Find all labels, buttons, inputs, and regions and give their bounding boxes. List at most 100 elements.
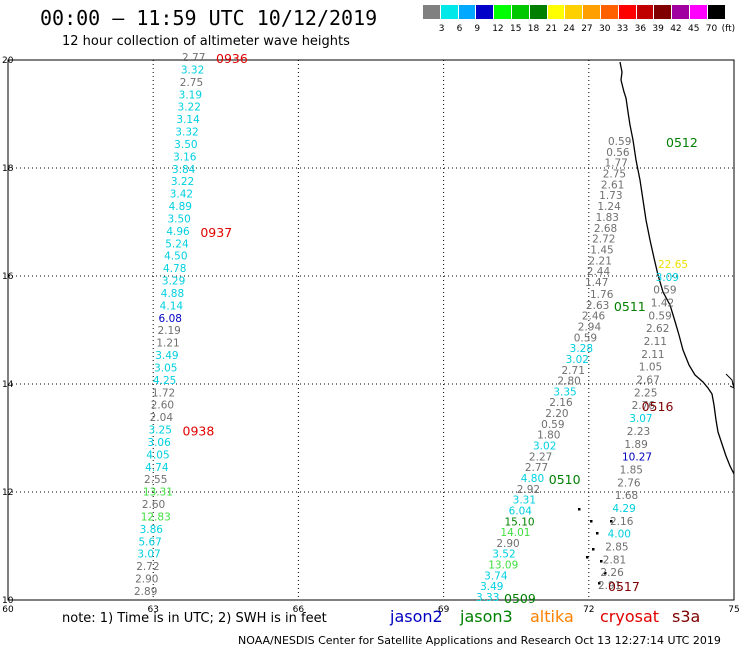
- y-tick-label: 18: [2, 164, 14, 174]
- wave-height-label: 3.49: [155, 350, 178, 362]
- india-west-coast: [619, 61, 735, 475]
- footer-note: note: 1) Time is in UTC; 2) SWH is in fe…: [62, 611, 327, 626]
- wave-height-label: 5.67: [138, 536, 161, 548]
- wave-height-label: 4.05: [146, 449, 169, 461]
- wave-height-label: 1.42: [651, 298, 674, 310]
- legend-swatch: [707, 5, 725, 19]
- wave-height-label: 3.02: [566, 354, 589, 366]
- legend-label: 45: [688, 24, 700, 34]
- wave-height-label: 3.42: [170, 189, 193, 201]
- coastline: [619, 61, 735, 475]
- island: [600, 560, 603, 563]
- wave-height-label: 3.28: [570, 343, 593, 355]
- pass-time-label: 0517: [608, 579, 640, 594]
- wave-height-label: 4.89: [169, 201, 192, 213]
- wave-height-label: 2.16: [610, 516, 634, 528]
- wave-height-label: 1.73: [599, 190, 622, 202]
- wave-height-label: 5.24: [165, 238, 189, 250]
- pass-time-label: 0510: [549, 472, 581, 487]
- wave-height-label: 2.91: [598, 580, 621, 592]
- wave-height-label: 2.04: [150, 412, 174, 424]
- wave-height-label: 3.02: [533, 441, 556, 453]
- coast-detail: [725, 373, 735, 389]
- legend-swatch: [494, 5, 511, 19]
- track-b: 1.762.632.462.940.593.283.022.712.803.35…: [476, 289, 646, 606]
- x-tick-label: 66: [293, 605, 305, 615]
- pass-time-label: 0509: [504, 591, 536, 606]
- wave-height-label: 2.26: [600, 567, 624, 579]
- wave-height-label: 1.68: [615, 490, 638, 502]
- wave-height-label: 2.60: [151, 400, 174, 412]
- wave-height-label: 3.33: [476, 592, 499, 604]
- wave-height-label: 6.08: [159, 313, 182, 325]
- legend-label: 42: [670, 24, 682, 34]
- wave-height-label: 3.29: [162, 276, 185, 288]
- wave-height-label: 0.59: [574, 332, 597, 344]
- track-c: 0.590.561.772.752.611.731.241.832.682.72…: [585, 135, 698, 289]
- island: [610, 520, 613, 523]
- wave-height-label: 14.01: [500, 527, 530, 539]
- wave-height-label: 2.62: [646, 323, 669, 335]
- wave-height-label: 2.16: [549, 397, 573, 409]
- island: [598, 582, 601, 585]
- footer-credit: NOAA/NESDIS Center for Satellite Applica…: [238, 634, 721, 647]
- wave-height-label: 2.89: [134, 586, 157, 598]
- wave-height-label: 0.59: [608, 136, 631, 148]
- y-tick-label: 10: [2, 596, 14, 606]
- wave-height-label: 4.14: [160, 300, 184, 312]
- map-subtitle: 12 hour collection of altimeter wave hei…: [62, 34, 350, 49]
- island: [586, 556, 589, 559]
- wave-height-label: 4.50: [164, 251, 187, 263]
- wave-height-label: 2.75: [603, 169, 626, 181]
- legend-label: 30: [599, 24, 611, 34]
- island: [596, 532, 599, 535]
- wave-height-label: 2.71: [562, 365, 585, 377]
- wave-height-label: 1.24: [597, 201, 621, 213]
- wave-height-label: 12.83: [141, 511, 171, 523]
- wave-height-label: 3.05: [154, 362, 177, 374]
- wave-height-label: 2.85: [605, 541, 628, 553]
- wave-height-label: 0.59: [653, 285, 676, 297]
- wave-height-label: 2.80: [557, 376, 580, 388]
- wave-height-label: 2.72: [592, 234, 615, 246]
- wave-height-label: 2.92: [517, 484, 540, 496]
- pass-time-label: 0516: [642, 399, 674, 414]
- wave-height-label: 1.83: [596, 212, 619, 224]
- wave-height-label: 2.46: [582, 311, 606, 323]
- wave-height-label: 2.21: [589, 255, 612, 267]
- legend-swatch: [423, 5, 440, 19]
- legend-label: 9: [474, 24, 481, 34]
- legend-label: 70: [705, 24, 718, 34]
- wave-height-label: 3.07: [137, 549, 160, 561]
- wave-height-label: 3.52: [492, 549, 515, 561]
- y-tick-label: 16: [2, 272, 14, 282]
- legend-swatch: [440, 5, 458, 19]
- wave-height-label: 3.35: [553, 386, 576, 398]
- wave-height-label: 22.65: [658, 259, 688, 271]
- wave-height-label: 2.76: [632, 400, 656, 412]
- wave-height-label: 2.75: [180, 77, 203, 89]
- wave-height-label: 2.55: [144, 474, 167, 486]
- legend-swatch: [547, 5, 565, 19]
- legend-label: 6: [456, 24, 463, 34]
- legend-label: 3: [438, 24, 445, 34]
- wave-height-label: 15.10: [505, 516, 535, 528]
- island: [590, 520, 593, 523]
- wave-height-label: 3.25: [149, 425, 172, 437]
- wave-height-label: 1.05: [639, 362, 662, 374]
- wave-height-label: 4.00: [608, 529, 631, 541]
- wave-height-label: 1.72: [152, 387, 175, 399]
- wave-height-label: 2.11: [644, 336, 667, 348]
- wave-height-label: 2.61: [601, 179, 624, 191]
- island: [592, 548, 595, 551]
- legend-label: 18: [527, 24, 540, 34]
- wave-height-label: 4.74: [145, 462, 169, 474]
- wave-height-label: 3.86: [140, 524, 164, 536]
- wave-height-label: 3.06: [147, 437, 171, 449]
- wave-height-label: 2.20: [545, 408, 568, 420]
- pass-time-label: 0936: [216, 51, 248, 66]
- wave-height-label: 2.27: [529, 451, 552, 463]
- wave-height-label: 1.47: [585, 277, 608, 289]
- wave-height-label: 1.80: [537, 430, 560, 442]
